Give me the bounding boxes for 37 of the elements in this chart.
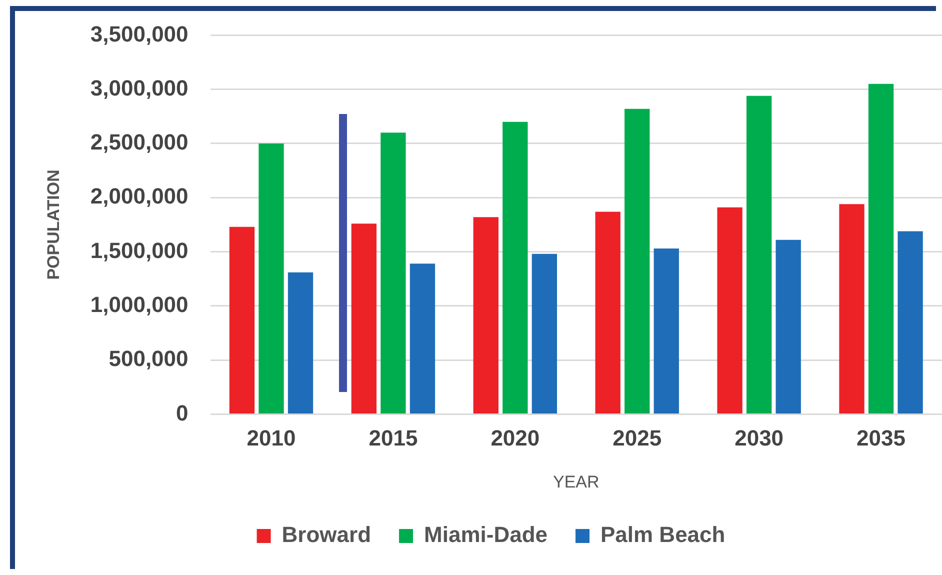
bar [898, 231, 923, 414]
bar [717, 207, 742, 414]
y-tick-label: 500,000 [108, 346, 188, 372]
y-axis-title: POPULATION [44, 170, 63, 280]
bar [746, 96, 772, 414]
legend-label: Broward [282, 522, 372, 548]
y-tick-label: 2,000,000 [90, 184, 188, 209]
x-tick-label: 2020 [490, 425, 540, 450]
y-tick-label: 3,500,000 [90, 21, 188, 46]
bar [258, 143, 284, 414]
bar [654, 248, 679, 414]
y-tick-label: 1,500,000 [90, 238, 188, 263]
bar [380, 132, 406, 414]
bar [502, 122, 528, 414]
bar [288, 272, 314, 414]
bar [839, 204, 864, 414]
legend-label: Palm Beach [600, 522, 726, 548]
x-tick-label: 2010 [246, 425, 296, 450]
x-tick-label: 2025 [612, 425, 662, 450]
x-tick-label: 2030 [734, 425, 784, 450]
x-tick-label: 2015 [368, 425, 418, 450]
bar [351, 224, 377, 414]
y-tick-label: 3,000,000 [90, 75, 188, 100]
bar [624, 108, 650, 414]
bar [229, 226, 255, 414]
bar [595, 212, 620, 414]
x-axis-title: YEAR [552, 472, 600, 492]
bar [532, 254, 558, 414]
bar [473, 217, 498, 414]
y-tick-label: 0 [176, 400, 188, 426]
y-tick-label: 2,500,000 [90, 130, 188, 155]
bar [410, 264, 436, 414]
legend-label: Miami-Dade [424, 522, 548, 548]
bar [776, 240, 801, 414]
x-tick-label: 2035 [856, 425, 906, 450]
y-tick-label: 1,000,000 [90, 292, 188, 317]
bar [868, 84, 894, 414]
